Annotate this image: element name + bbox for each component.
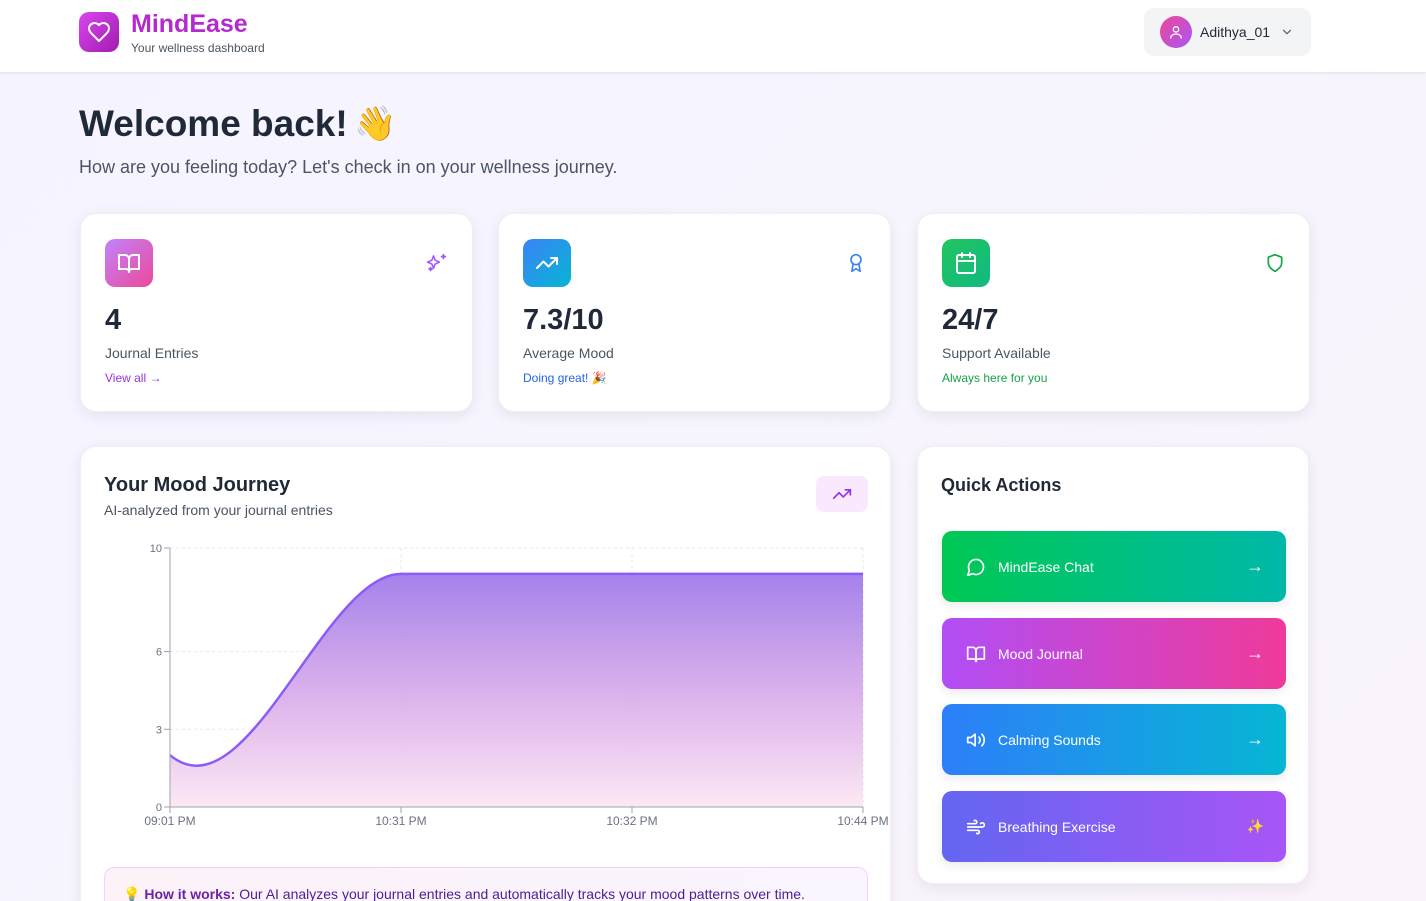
mood-area [170, 573, 863, 807]
calendar-icon [942, 239, 990, 287]
wind-icon [966, 817, 986, 837]
average-mood-label: Average Mood [523, 345, 614, 361]
user-menu-button[interactable]: Adithya_01 [1144, 8, 1311, 56]
mood-journey-subtitle: AI-analyzed from your journal entries [104, 502, 333, 518]
chat-icon [966, 557, 986, 577]
x-tick-label: 10:31 PM [375, 814, 426, 828]
support-label: Support Available [942, 345, 1051, 361]
arrow-right-icon: → [1246, 729, 1264, 749]
mood-journal-label: Mood Journal [998, 645, 1083, 662]
welcome-subtitle: How are you feeling today? Let's check i… [79, 157, 618, 177]
mindease-chat-button[interactable]: MindEase Chat → [942, 531, 1286, 602]
award-icon [846, 252, 866, 274]
sparkles-icon [426, 252, 448, 274]
welcome-title: Welcome back! [79, 103, 348, 144]
mood-status-text: Doing great! 🎉 [523, 371, 607, 385]
top-header: MindEase Your wellness dashboard Adithya… [0, 0, 1426, 73]
average-mood-card: 7.3/10 Average Mood Doing great! 🎉 [498, 213, 891, 412]
trend-toggle-button[interactable] [816, 476, 868, 512]
speaker-icon [966, 730, 986, 750]
heart-logo-icon [79, 12, 119, 52]
how-it-works-note: 💡 How it works: Our AI analyzes your jou… [104, 867, 868, 901]
average-mood-value: 7.3/10 [523, 304, 604, 336]
y-tick-label: 6 [156, 647, 162, 659]
y-tick-label: 0 [156, 802, 162, 814]
y-tick-label: 3 [156, 724, 162, 736]
user-name: Adithya_01 [1200, 24, 1271, 40]
mindease-chat-label: MindEase Chat [998, 558, 1094, 575]
journal-entries-label: Journal Entries [105, 345, 199, 361]
mood-journey-title: Your Mood Journey [104, 474, 291, 496]
journal-entries-card: 4 Journal Entries View all → [80, 213, 473, 412]
sparkle-icon: ✨ [1246, 818, 1264, 834]
chevron-down-icon [1280, 25, 1294, 39]
x-tick-label: 10:44 PM [837, 814, 888, 828]
book-icon [105, 239, 153, 287]
y-tick-label: 10 [150, 543, 162, 555]
mood-chart: 0 3 6 10 09:01 PM 10:31 PM 10:32 PM 10:44 PM [144, 543, 888, 828]
trending-up-icon [523, 239, 571, 287]
shield-icon [1265, 252, 1285, 274]
breathing-exercise-label: Breathing Exercise [998, 818, 1116, 835]
arrow-right-icon: → [1246, 643, 1264, 663]
x-tick-label: 10:32 PM [606, 814, 657, 828]
quick-actions-title: Quick Actions [941, 475, 1062, 495]
book-icon [966, 644, 986, 664]
brand-tagline: Your wellness dashboard [131, 41, 265, 55]
quick-actions-card: Quick Actions MindEase Chat → Mood Journ… [917, 446, 1309, 884]
support-card: 24/7 Support Available Always here for y… [917, 213, 1310, 412]
calming-sounds-button[interactable]: Calming Sounds → [942, 704, 1286, 775]
view-all-link[interactable]: View all → [105, 371, 162, 385]
journal-entries-value: 4 [105, 304, 122, 336]
mood-line [169, 572, 863, 767]
trending-up-icon [832, 484, 852, 504]
waving-hand-emoji: 👋 [354, 105, 397, 143]
mood-journey-card: Your Mood Journey AI-analyzed from your … [80, 446, 891, 901]
x-tick-label: 09:01 PM [144, 814, 195, 828]
breathing-exercise-button[interactable]: Breathing Exercise ✨ [942, 791, 1286, 862]
how-it-works-label: How it works: [144, 886, 236, 901]
brand-name: MindEase [131, 10, 248, 38]
user-avatar-icon [1160, 16, 1192, 48]
calming-sounds-label: Calming Sounds [998, 731, 1101, 748]
how-it-works-text: Our AI analyzes your journal entries and… [235, 886, 805, 901]
mood-journal-button[interactable]: Mood Journal → [942, 618, 1286, 689]
support-status-text: Always here for you [942, 371, 1048, 385]
arrow-right-icon: → [1246, 556, 1264, 576]
lightbulb-icon: 💡 [123, 886, 145, 901]
support-value: 24/7 [942, 304, 999, 336]
